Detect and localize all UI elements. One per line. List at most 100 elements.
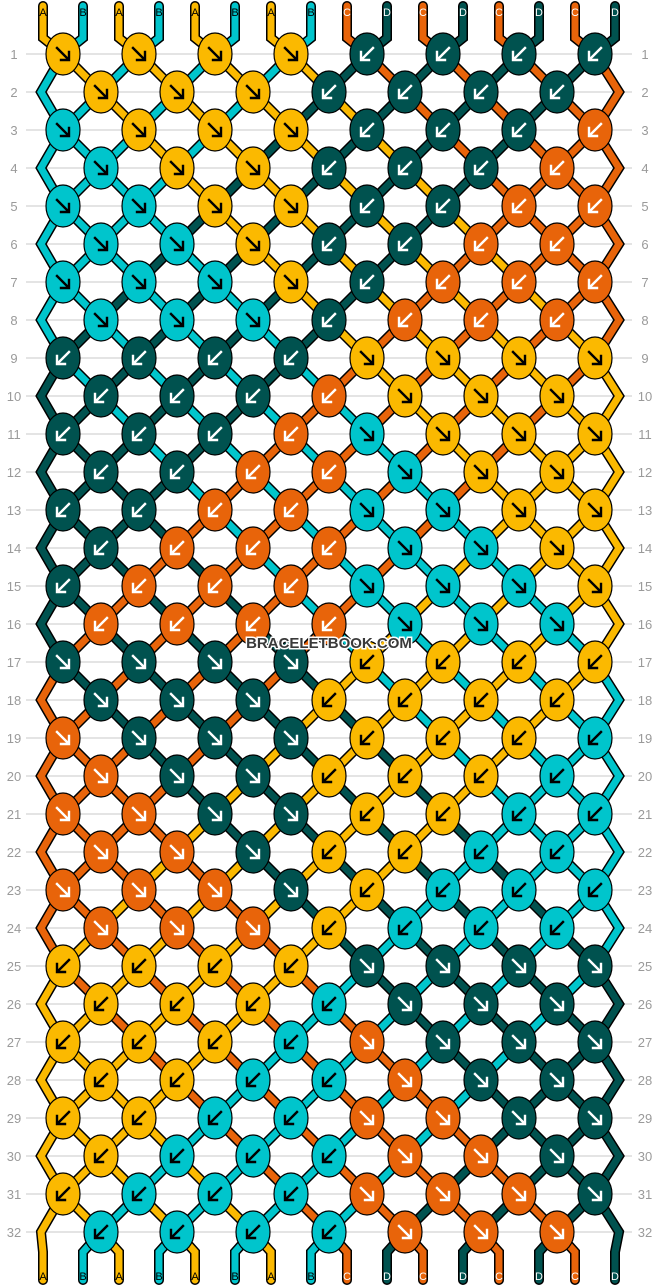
arrow-down-right-icon <box>587 426 603 442</box>
arrow-down-right-icon <box>131 882 147 898</box>
knot <box>159 982 195 1026</box>
row-number-right: 20 <box>638 769 652 784</box>
arrow-down-right-icon <box>473 1224 489 1240</box>
knot <box>197 1172 233 1216</box>
knot <box>577 868 613 912</box>
arrow-down-right-icon <box>549 996 565 1012</box>
arrow-down-right-icon <box>511 426 527 442</box>
knot <box>235 298 271 342</box>
arrow-down-left-icon <box>207 578 223 594</box>
arrow-down-right-icon <box>131 274 147 290</box>
knot <box>45 944 81 988</box>
arrow-down-left-icon <box>131 350 147 366</box>
knot <box>349 868 385 912</box>
arrow-down-right-icon <box>587 350 603 366</box>
string-label: C <box>419 7 427 19</box>
string-label: C <box>343 7 351 19</box>
arrow-down-left-icon <box>397 236 413 252</box>
knot <box>425 412 461 456</box>
arrow-down-right-icon <box>93 160 109 176</box>
knot <box>311 450 347 494</box>
knot <box>197 412 233 456</box>
row-number-left: 22 <box>7 845 21 860</box>
arrow-down-left-icon <box>473 236 489 252</box>
knot <box>539 678 575 722</box>
knot <box>83 1134 119 1178</box>
arrow-down-left-icon <box>359 882 375 898</box>
arrow-down-right-icon <box>397 996 413 1012</box>
knot <box>539 70 575 114</box>
row-number-right: 21 <box>638 807 652 822</box>
knot <box>273 488 309 532</box>
row-number-left: 5 <box>10 199 17 214</box>
knot <box>235 1058 271 1102</box>
row-number-right: 8 <box>641 313 648 328</box>
arrow-down-left-icon <box>207 1034 223 1050</box>
knot <box>387 906 423 950</box>
knot <box>463 830 499 874</box>
knot <box>463 754 499 798</box>
string-label: C <box>571 1271 579 1283</box>
arrow-down-left-icon <box>245 464 261 480</box>
arrow-down-left-icon <box>397 844 413 860</box>
string-label: D <box>383 7 391 19</box>
arrow-down-right-icon <box>283 122 299 138</box>
row-number-right: 27 <box>638 1035 652 1050</box>
arrow-down-right-icon <box>473 388 489 404</box>
knot <box>235 678 271 722</box>
string-label: B <box>155 1271 162 1283</box>
arrow-down-left-icon <box>169 388 185 404</box>
knot <box>463 70 499 114</box>
arrow-down-right-icon <box>435 426 451 442</box>
knot <box>197 32 233 76</box>
knot <box>577 716 613 760</box>
row-number-right: 32 <box>638 1225 652 1240</box>
knot <box>159 298 195 342</box>
arrow-down-right-icon <box>397 388 413 404</box>
knot <box>539 906 575 950</box>
arrow-down-right-icon <box>549 540 565 556</box>
arrow-down-left-icon <box>93 1224 109 1240</box>
arrow-down-left-icon <box>245 540 261 556</box>
row-number-left: 15 <box>7 579 21 594</box>
arrow-down-left-icon <box>245 616 261 632</box>
knot <box>159 602 195 646</box>
string-label: C <box>495 7 503 19</box>
knot <box>273 336 309 380</box>
arrow-down-left-icon <box>55 958 71 974</box>
arrow-down-right-icon <box>245 160 261 176</box>
row-number-right: 6 <box>641 237 648 252</box>
arrow-down-left-icon <box>587 654 603 670</box>
knot <box>273 32 309 76</box>
arrow-down-left-icon <box>55 350 71 366</box>
row-number-right: 28 <box>638 1073 652 1088</box>
knot <box>387 754 423 798</box>
row-number-left: 29 <box>7 1111 21 1126</box>
arrow-down-right-icon <box>435 578 451 594</box>
row-number-right: 31 <box>638 1187 652 1202</box>
arrow-down-right-icon <box>169 768 185 784</box>
arrow-down-left-icon <box>511 882 527 898</box>
arrow-down-left-icon <box>169 1148 185 1164</box>
knot <box>387 222 423 266</box>
arrow-down-left-icon <box>131 578 147 594</box>
arrow-down-left-icon <box>245 388 261 404</box>
arrow-down-left-icon <box>55 426 71 442</box>
arrow-down-left-icon <box>93 540 109 556</box>
knot <box>539 374 575 418</box>
knot <box>425 1096 461 1140</box>
knot <box>463 602 499 646</box>
knot <box>159 1210 195 1254</box>
knot <box>121 716 157 760</box>
arrow-down-right-icon <box>473 540 489 556</box>
row-number-right: 29 <box>638 1111 652 1126</box>
row-number-left: 10 <box>7 389 21 404</box>
knot <box>235 374 271 418</box>
knot <box>311 374 347 418</box>
arrow-down-left-icon <box>435 46 451 62</box>
knot <box>425 792 461 836</box>
arrow-down-right-icon <box>245 844 261 860</box>
knot <box>501 564 537 608</box>
knot <box>539 1134 575 1178</box>
